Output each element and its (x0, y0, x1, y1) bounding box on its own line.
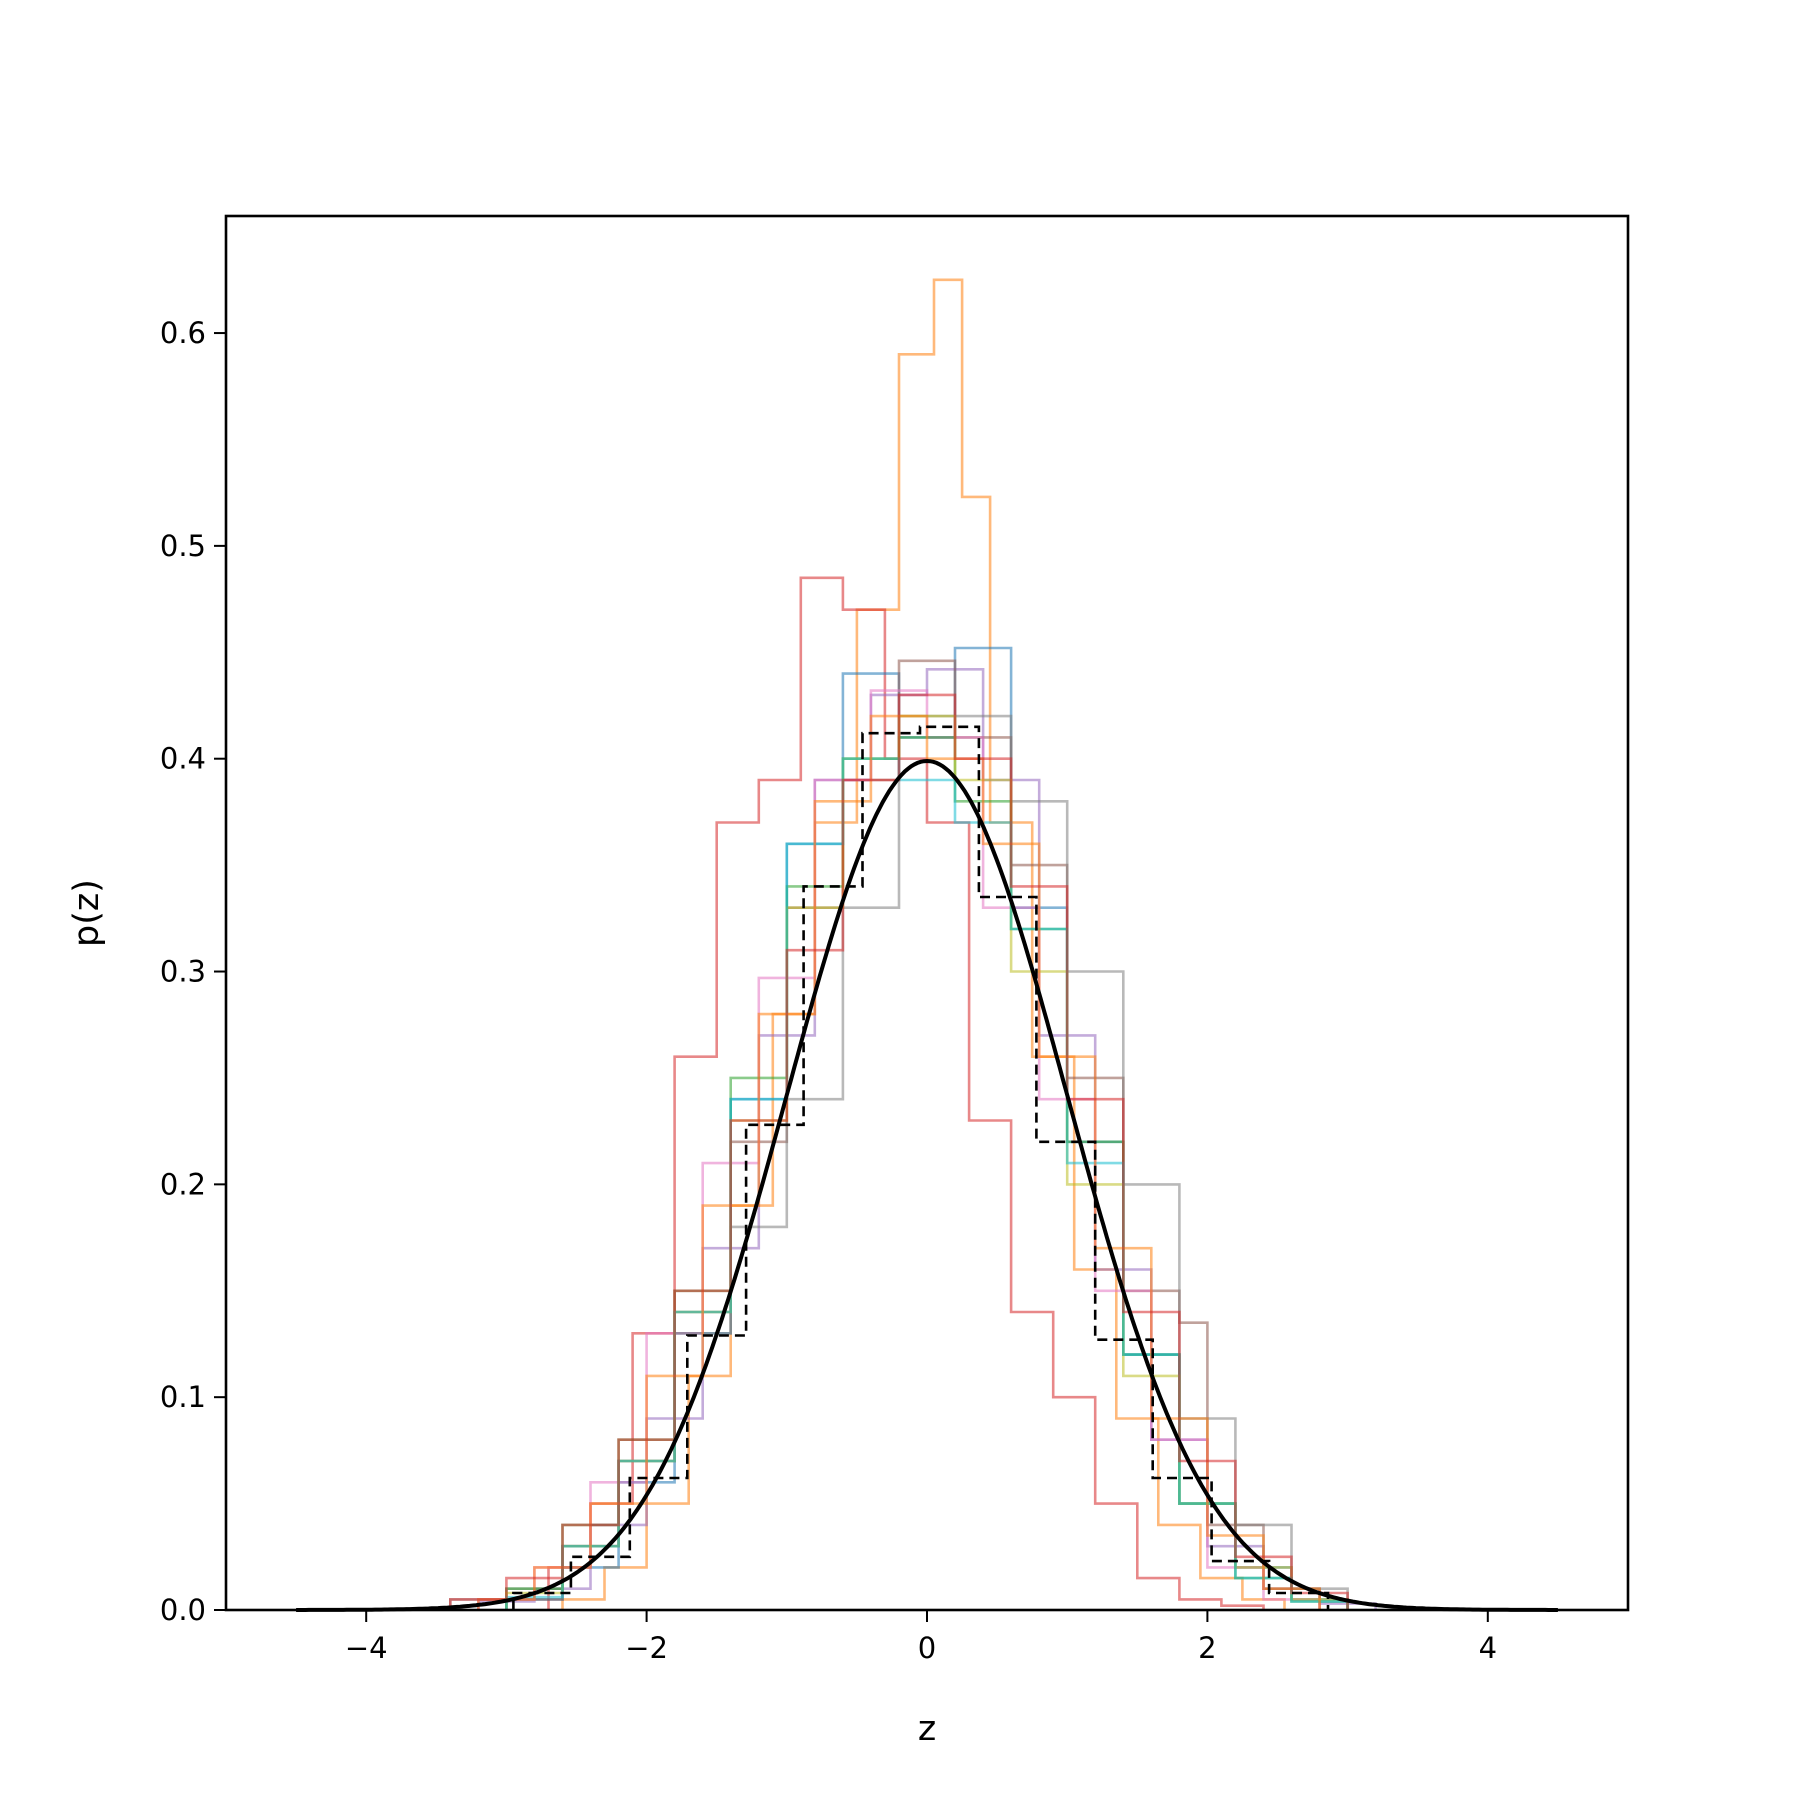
x-tick-label: 2 (1198, 1631, 1216, 1665)
histogram-series-10 (505, 757, 1349, 1610)
histogram-series-7 (449, 714, 1349, 1610)
y-axis-label: p(z) (67, 879, 107, 947)
histogram-series-1 (561, 278, 1286, 1610)
x-tick-label: −2 (625, 1631, 668, 1665)
x-axis-label: z (918, 1709, 936, 1749)
y-tick-label: 0.6 (160, 316, 206, 350)
y-tick-label: 0.1 (160, 1380, 206, 1414)
reference-histogram-group (512, 725, 1330, 1610)
plot-frame (224, 214, 1630, 1612)
x-axis-ticks: −4 −2 0 2 4 (345, 1610, 1497, 1665)
x-tick-label: 0 (918, 1631, 936, 1665)
x-tick-label: −4 (345, 1631, 388, 1665)
histogram-series-5 (505, 659, 1321, 1610)
y-tick-label: 0.3 (160, 955, 206, 989)
y-tick-label: 0.0 (160, 1593, 206, 1627)
gaussian-curve-group (296, 758, 1558, 1612)
histogram-series-6 (477, 689, 1321, 1610)
y-axis-ticks: 0.0 0.1 0.2 0.3 0.4 0.5 0.6 (160, 316, 226, 1627)
y-tick-label: 0.5 (160, 529, 206, 563)
reference-histogram (512, 725, 1330, 1610)
x-tick-label: 4 (1479, 1631, 1497, 1665)
histogram-series-12 (449, 693, 1349, 1610)
gaussian-curve (296, 758, 1558, 1612)
histogram-series-group (449, 278, 1377, 1610)
y-tick-label: 0.4 (160, 742, 206, 776)
y-tick-label: 0.2 (160, 1167, 206, 1201)
